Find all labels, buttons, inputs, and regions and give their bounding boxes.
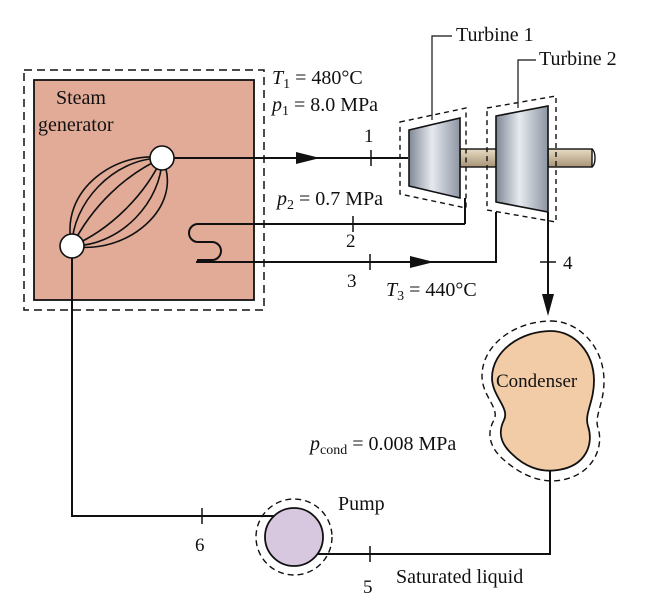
condenser-body: [491, 330, 595, 472]
state2-p-value: = 0.7 MPa: [294, 188, 384, 210]
pump: [255, 498, 333, 576]
steam-generator-label-line1: Steam: [56, 87, 106, 109]
state-number-5: 5: [363, 577, 373, 598]
turbine-group: [399, 35, 596, 223]
condenser-pressure: pcond = 0.008 MPa: [310, 434, 456, 458]
generator-box: [33, 79, 255, 301]
state3-t-value: = 440°C: [404, 279, 477, 301]
state3-temperature: T3 = 440°C: [386, 280, 477, 304]
condenser: [481, 320, 605, 482]
pump-body: [264, 507, 324, 567]
turbine2-body: [495, 105, 549, 213]
flow-arrows: [296, 152, 554, 316]
state1-t-symbol: T: [272, 67, 284, 89]
state1-t-value: = 480°C: [290, 67, 363, 89]
state1-p-symbol: p: [272, 94, 282, 116]
condenser-boundary: [481, 320, 605, 482]
shaft-output: [547, 148, 593, 168]
turbine2-boundary: [486, 95, 557, 223]
state-number-6: 6: [195, 535, 205, 556]
condenser-label: Condenser: [496, 371, 578, 392]
state1-temperature: T1 = 480°C: [272, 68, 363, 92]
generator-inlet-node: [59, 233, 85, 259]
pump-label: Pump: [338, 493, 385, 515]
reheat-coil: [188, 223, 465, 263]
generator-boundary: [23, 69, 265, 311]
state3-t-subscript: 3: [397, 289, 405, 305]
piping: [71, 157, 551, 555]
pump-boundary: [255, 498, 333, 576]
turbine1-body: [408, 116, 461, 200]
generator-outlet-node: [149, 145, 175, 171]
state-number-4: 4: [563, 253, 573, 274]
steam-generator: [23, 69, 465, 311]
state-number-3: 3: [347, 271, 357, 292]
state1-p-subscript: 1: [282, 104, 289, 120]
state1-pressure: p1 = 8.0 MPa: [272, 95, 378, 119]
state-number-2: 2: [346, 231, 356, 252]
state-ticks: [201, 150, 556, 562]
condenser-p-subscript: cond: [320, 443, 348, 459]
turbine2-label: Turbine 2: [539, 48, 617, 70]
state1-p-value: = 8.0 MPa: [289, 94, 379, 116]
state3-t-symbol: T: [386, 279, 398, 301]
condenser-p-symbol: p: [310, 433, 320, 455]
steam-generator-label-line2: generator: [38, 114, 114, 136]
state1-t-subscript: 1: [283, 77, 291, 93]
state2-p-symbol: p: [277, 188, 287, 210]
state2-pressure: p2 = 0.7 MPa: [277, 189, 383, 213]
state2-p-subscript: 2: [287, 198, 294, 214]
turbine1-label: Turbine 1: [456, 24, 534, 46]
saturated-liquid-label: Saturated liquid: [396, 566, 524, 588]
state-number-1: 1: [364, 126, 374, 147]
condenser-p-value: = 0.008 MPa: [347, 433, 457, 455]
